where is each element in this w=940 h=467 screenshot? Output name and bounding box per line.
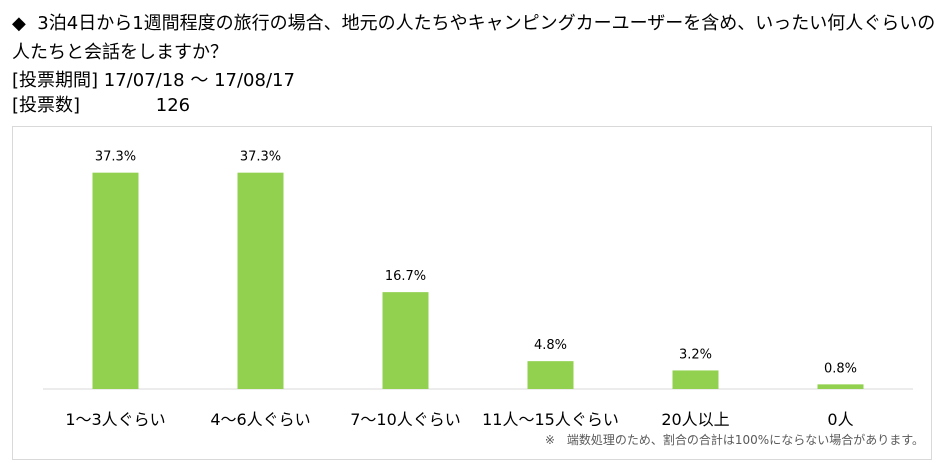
chart-frame: 37.3% 1〜3人ぐらい 37.3% 4〜6人ぐらい 16.7% 7〜10人ぐらい 4.8…	[12, 126, 932, 460]
bar-0	[92, 172, 139, 389]
bar-3	[527, 361, 574, 389]
bar-1	[237, 172, 284, 389]
period-label: [投票期間]	[12, 70, 99, 91]
data-label-4: 3.2%	[679, 347, 712, 362]
question-line-2: 人たちと会話をしますか？	[12, 42, 228, 63]
vote-count: [投票数] 126	[12, 91, 190, 117]
category-label-2: 7〜10人ぐらい	[350, 410, 461, 429]
category-label-5: 0人	[827, 410, 853, 429]
rounding-note: ※ 端数処理のため、割合の合計は100%にならない場合があります。	[544, 433, 924, 447]
data-label-5: 0.8%	[824, 361, 857, 376]
diamond-bullet-icon: ◆	[12, 13, 26, 34]
category-label-4: 20人以上	[661, 410, 729, 429]
votes-value: 126	[155, 95, 191, 116]
votes-label: [投票数]	[12, 95, 81, 116]
bar-4	[672, 370, 719, 389]
category-label-3: 11人〜15人ぐらい	[482, 410, 619, 429]
period-value: 17/07/18 〜 17/08/17	[103, 70, 295, 91]
bar-chart: 37.3% 1〜3人ぐらい 37.3% 4〜6人ぐらい 16.7% 7〜10人ぐらい 4.8…	[43, 150, 913, 429]
data-label-0: 37.3%	[95, 150, 136, 165]
voting-period: [投票期間] 17/07/18 〜 17/08/17	[12, 66, 295, 92]
question-text-1: 3泊4日から1週間程度の旅行の場合、地元の人たちやキャンピングカーユーザーを含め…	[37, 13, 936, 34]
bar-2	[382, 292, 429, 389]
data-label-3: 4.8%	[534, 338, 567, 353]
data-label-1: 37.3%	[240, 150, 281, 165]
question-line-1: ◆ 3泊4日から1週間程度の旅行の場合、地元の人たちやキャンピングカーユーザーを…	[12, 9, 935, 35]
bar-5	[817, 384, 864, 389]
category-label-0: 1〜3人ぐらい	[65, 410, 165, 429]
data-label-2: 16.7%	[385, 269, 426, 284]
category-label-1: 4〜6人ぐらい	[210, 410, 310, 429]
